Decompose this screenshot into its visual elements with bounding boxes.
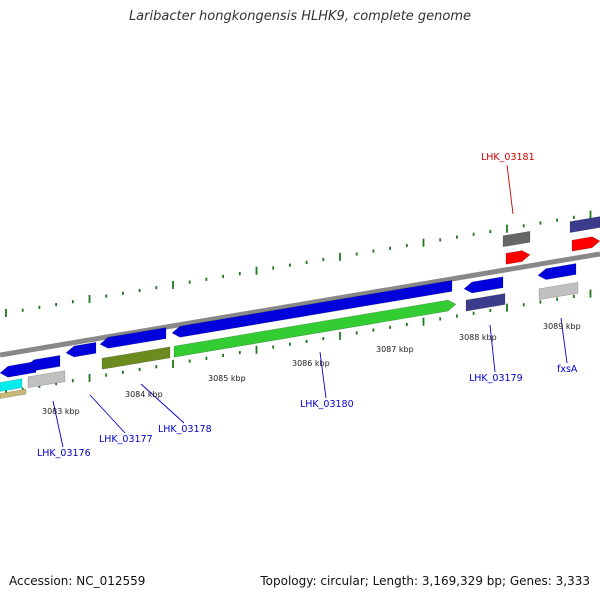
gene-feature-blue (171, 280, 453, 338)
gene-feature-blue (99, 327, 167, 349)
gene-labels: LHK_03176 LHK_03177 LHK_03178 LHK_03180 LHK_… (37, 152, 578, 459)
gene-feature-red (505, 250, 531, 265)
gene-feature-gray (502, 230, 531, 248)
accession-text: Accession: NC_012559 (9, 574, 146, 588)
gene-feature-tan (0, 388, 27, 399)
scale-label: 3087 kbp (376, 345, 414, 354)
gene-label-leader (506, 164, 514, 215)
gene-label: fxsA (557, 364, 578, 375)
scale-label: 3085 kbp (208, 374, 246, 383)
label-leader-lines (52, 164, 568, 448)
gene-label: LHK_03176 (37, 448, 91, 459)
gene-feature-blue (25, 355, 61, 372)
gene-label: LHK_03179 (469, 373, 523, 384)
gene-label-leader (560, 317, 568, 364)
gene-label-leader (89, 394, 126, 434)
scale-label: 3083 kbp (42, 407, 80, 416)
gene-label-leader (489, 324, 496, 373)
genome-backbone (0, 251, 600, 358)
gene-label: LHK_03177 (99, 434, 153, 445)
gene-label-leader (52, 400, 64, 448)
scale-labels: 3083 kbp 3084 kbp 3085 kbp 3086 kbp 3087 kbp… (42, 322, 581, 416)
genome-stats-text: Topology: circular; Length: 3,169,329 bp… (260, 574, 590, 588)
gene-label: LHK_03180 (300, 399, 354, 410)
map-title: Laribacter hongkongensis HLHK9, complete… (128, 9, 472, 24)
gene-label-leader (140, 383, 185, 424)
scale-label: 3089 kbp (543, 322, 581, 331)
gene-feature-silver (538, 281, 579, 301)
outer-tick-marks (5, 210, 592, 317)
gene-feature-blue (463, 276, 504, 294)
scale-label: 3088 kbp (459, 333, 497, 342)
gene-features (0, 216, 600, 399)
gene-feature-cyan (0, 378, 23, 392)
gene-feature-silver (27, 370, 66, 389)
gene-label: LHK_03181 (481, 152, 535, 163)
scale-label: 3086 kbp (292, 359, 330, 368)
gene-feature-purple (569, 216, 600, 233)
gene-label-leader (319, 351, 327, 399)
gene-feature-olive (101, 346, 171, 370)
gene-label: LHK_03178 (158, 424, 212, 435)
gene-feature-green (173, 299, 457, 358)
scale-label: 3084 kbp (125, 390, 163, 399)
gene-feature-red (571, 236, 600, 252)
gene-feature-blue (537, 263, 577, 280)
gene-feature-purple (465, 293, 506, 312)
gene-feature-blue (65, 341, 97, 358)
